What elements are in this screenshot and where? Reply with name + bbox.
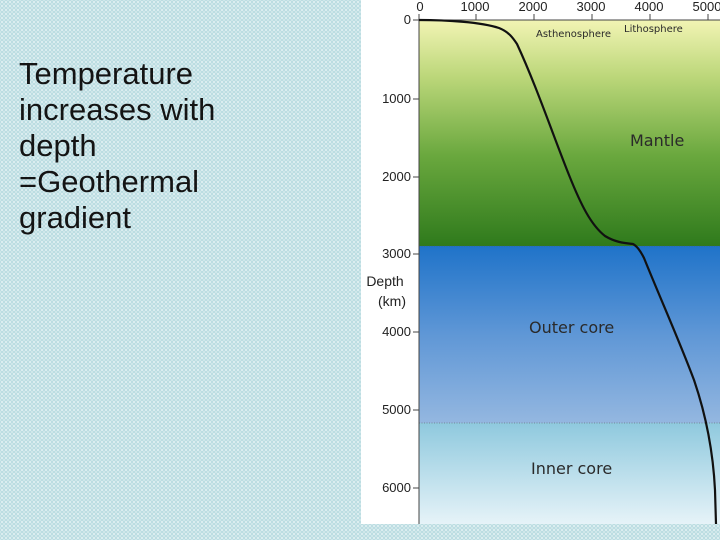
x-tick-label: 4000: [635, 0, 664, 14]
x-tick-label: 3000: [577, 0, 606, 14]
geotherm-curve: [418, 18, 718, 524]
slide-text-line: Temperature: [19, 56, 194, 91]
geotherm-figure: 0 1000 2000 3000 4000 5000 0 1000 2000 3…: [361, 0, 720, 524]
x-tick-label: 0: [416, 0, 423, 14]
x-tick-label: 5000: [693, 0, 720, 14]
y-ticks: 0 1000 2000 3000 4000 5000 6000: [382, 12, 419, 495]
inner-core-label: Inner core: [531, 459, 612, 478]
lithosphere-label: Lithosphere: [624, 24, 683, 35]
y-axis-label-unit: (km): [378, 293, 406, 309]
mantle-band: [419, 20, 720, 246]
x-ticks: 0 1000 2000 3000 4000 5000: [416, 0, 720, 20]
y-tick-label: 0: [404, 12, 411, 27]
y-tick-label: 4000: [382, 324, 411, 339]
inner-core-band: [419, 423, 720, 524]
asthenosphere-label: Asthenosphere: [536, 29, 611, 40]
slide-text-line: increases with: [19, 92, 216, 127]
x-tick-label: 2000: [519, 0, 548, 14]
geotherm-svg: 0 1000 2000 3000 4000 5000 0 1000 2000 3…: [366, 0, 720, 524]
slide-text-line: depth: [19, 128, 97, 163]
y-tick-label: 5000: [382, 402, 411, 417]
slide-text-line: gradient: [19, 200, 132, 235]
mantle-label: Mantle: [630, 131, 684, 150]
y-tick-label: 2000: [382, 169, 411, 184]
y-tick-label: 6000: [382, 480, 411, 495]
outer-core-band: [419, 246, 720, 423]
y-tick-label: 1000: [382, 91, 411, 106]
y-tick-label: 3000: [382, 246, 411, 261]
slide-text-line: =Geothermal: [19, 164, 200, 199]
outer-core-label: Outer core: [529, 318, 614, 337]
slide-text: Temperature increases with depth =Geothe…: [19, 56, 339, 236]
x-tick-label: 1000: [461, 0, 490, 14]
y-axis-label-depth: Depth: [366, 273, 403, 289]
